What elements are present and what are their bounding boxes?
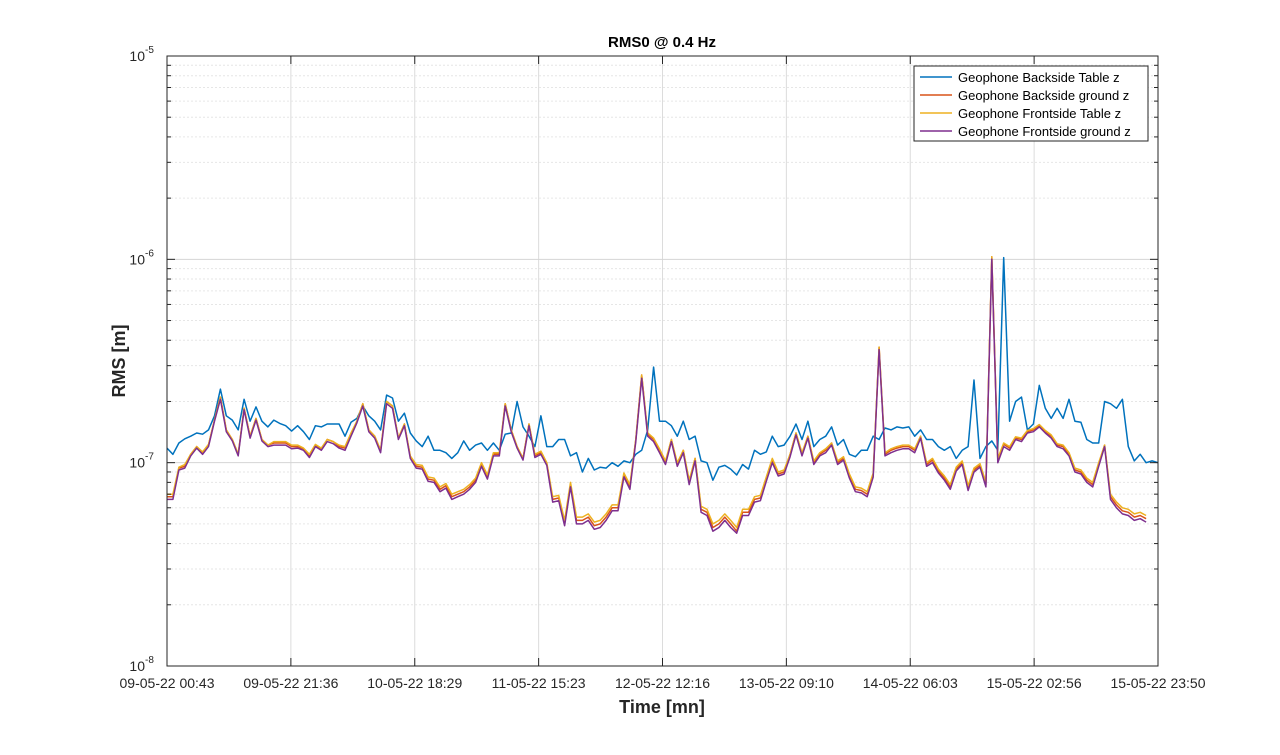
y-tick-label-exponent: -7 bbox=[145, 452, 154, 463]
legend: Geophone Backside Table z Geophone Backsi… bbox=[913, 65, 1149, 142]
x-axis-label: Time [mn] bbox=[619, 697, 705, 717]
series-lines bbox=[166, 255, 1159, 534]
legend-label: Geophone Frontside ground z bbox=[958, 124, 1131, 139]
series-line-3 bbox=[167, 255, 1147, 529]
x-tick-label: 14-05-22 06:03 bbox=[863, 675, 958, 691]
x-tick-label: 10-05-22 18:29 bbox=[367, 675, 462, 691]
y-tick-label-exponent: -5 bbox=[145, 45, 154, 56]
y-tick-labels: 10-810-710-610-5 bbox=[129, 45, 154, 674]
y-axis-label: RMS [m] bbox=[109, 325, 129, 398]
chart-title: RMS0 @ 0.4 Hz bbox=[608, 34, 716, 51]
x-tick-label: 15-05-22 23:50 bbox=[1111, 675, 1206, 691]
y-tick-label: 10 bbox=[129, 455, 145, 471]
x-tick-labels: 09-05-22 00:43 09-05-22 21:36 10-05-22 18:… bbox=[120, 675, 1206, 691]
axis-ticks bbox=[166, 55, 1159, 667]
legend-label: Geophone Backside Table z bbox=[958, 70, 1120, 85]
x-tick-label: 11-05-22 15:23 bbox=[492, 675, 586, 691]
y-tick-label: 10 bbox=[129, 48, 145, 64]
legend-label: Geophone Frontside Table z bbox=[958, 106, 1121, 121]
legend-entries: Geophone Backside Table z Geophone Backsi… bbox=[920, 70, 1131, 139]
y-tick-label: 10 bbox=[129, 658, 145, 674]
x-tick-label: 15-05-22 02:56 bbox=[987, 675, 1082, 691]
series-line-4 bbox=[167, 258, 1147, 534]
x-tick-label: 09-05-22 21:36 bbox=[243, 675, 338, 691]
x-tick-label: 09-05-22 00:43 bbox=[120, 675, 215, 691]
y-tick-label-exponent: -6 bbox=[145, 248, 154, 259]
y-tick-label-exponent: -8 bbox=[145, 655, 154, 666]
legend-box bbox=[913, 65, 1149, 142]
legend-label: Geophone Backside ground z bbox=[958, 88, 1129, 103]
x-tick-label: 13-05-22 09:10 bbox=[739, 675, 834, 691]
x-tick-label: 12-05-22 12:16 bbox=[615, 675, 710, 691]
series-line-1 bbox=[166, 256, 1159, 481]
y-tick-label: 10 bbox=[129, 251, 145, 267]
